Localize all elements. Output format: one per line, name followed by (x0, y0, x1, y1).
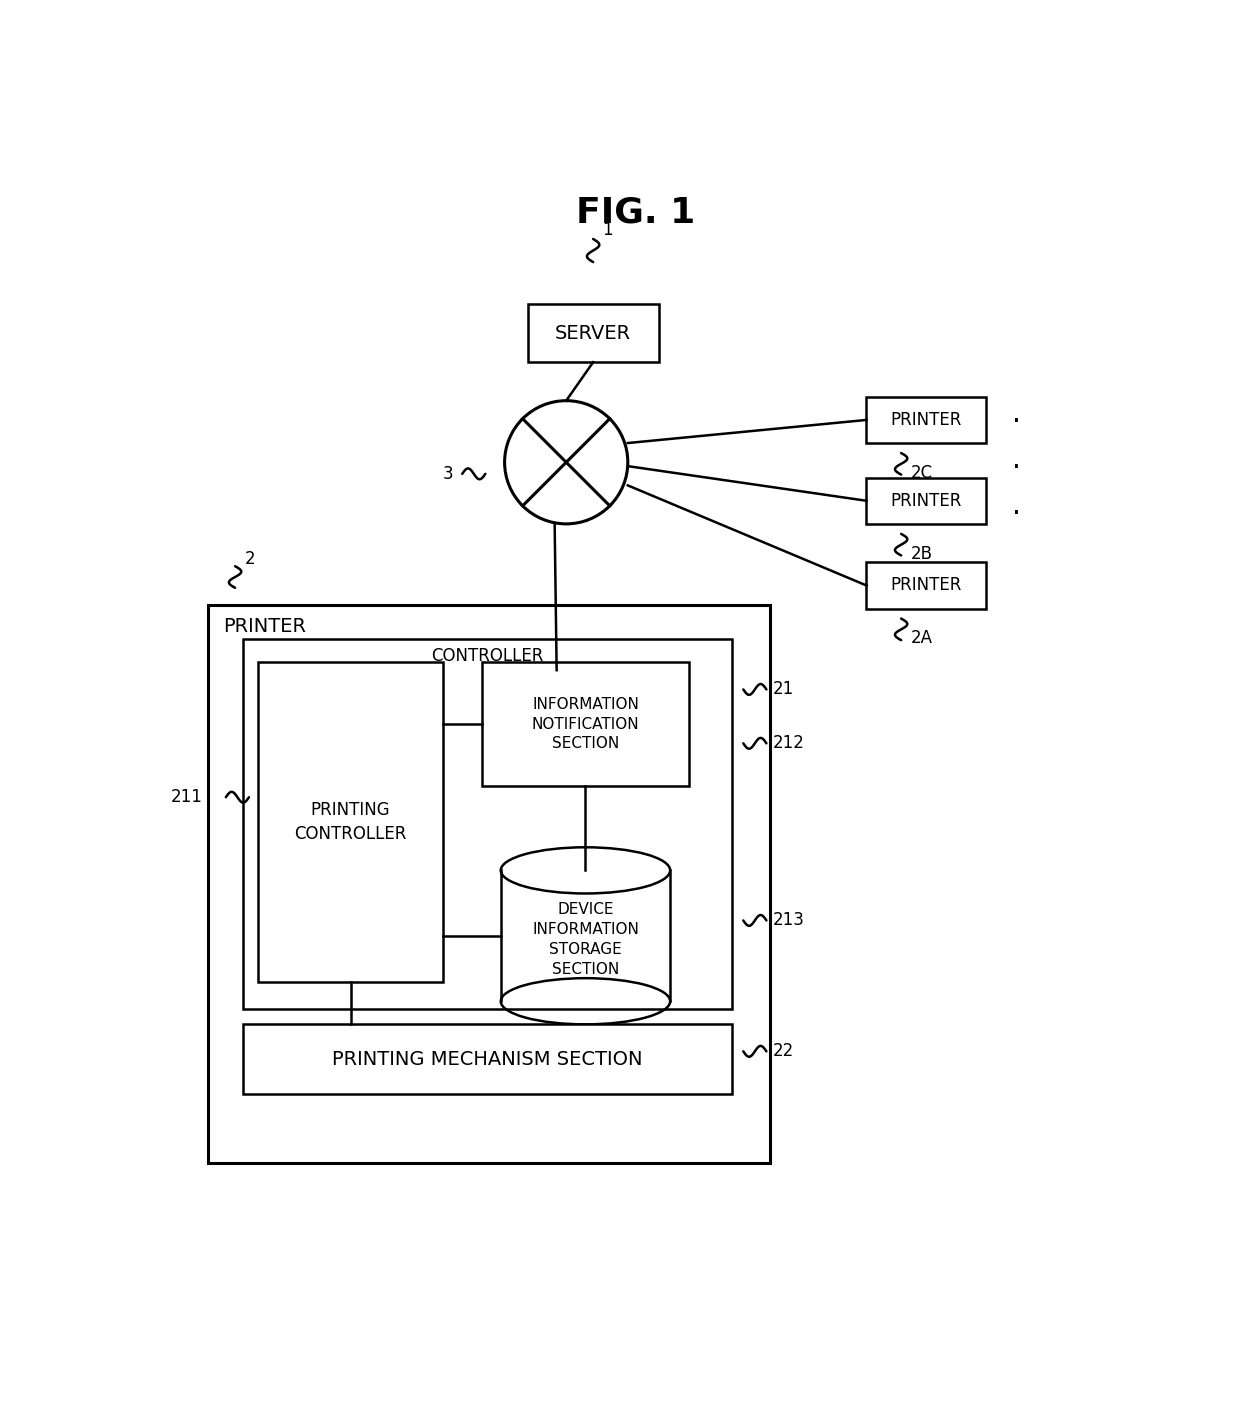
Text: PRINTER: PRINTER (890, 492, 962, 510)
FancyBboxPatch shape (867, 478, 986, 523)
Text: 2B: 2B (910, 544, 932, 563)
FancyBboxPatch shape (243, 1024, 732, 1093)
Text: INFORMATION
NOTIFICATION
SECTION: INFORMATION NOTIFICATION SECTION (532, 697, 640, 751)
FancyBboxPatch shape (867, 397, 986, 443)
Text: 2: 2 (244, 550, 255, 568)
Text: 2C: 2C (910, 464, 932, 482)
FancyBboxPatch shape (528, 304, 658, 362)
FancyBboxPatch shape (243, 639, 732, 1010)
Text: 212: 212 (773, 734, 805, 752)
Text: 3: 3 (443, 465, 453, 482)
Text: PRINTER: PRINTER (890, 577, 962, 594)
Text: 1: 1 (603, 221, 613, 239)
Text: FIG. 1: FIG. 1 (575, 195, 696, 229)
Text: 2A: 2A (910, 629, 932, 648)
Text: 213: 213 (773, 912, 805, 929)
Text: 22: 22 (773, 1042, 794, 1060)
Text: DEVICE
INFORMATION
STORAGE
SECTION: DEVICE INFORMATION STORAGE SECTION (532, 902, 639, 977)
Text: SERVER: SERVER (556, 324, 631, 342)
Text: PRINTER: PRINTER (223, 617, 306, 636)
FancyBboxPatch shape (867, 563, 986, 608)
Text: 211: 211 (171, 788, 203, 806)
Ellipse shape (501, 847, 670, 894)
Text: CONTROLLER: CONTROLLER (432, 648, 543, 666)
FancyBboxPatch shape (208, 605, 770, 1162)
Text: PRINTING MECHANISM SECTION: PRINTING MECHANISM SECTION (332, 1049, 642, 1069)
Text: PRINTER: PRINTER (890, 411, 962, 428)
FancyBboxPatch shape (258, 663, 443, 983)
Text: 21: 21 (773, 680, 794, 699)
FancyBboxPatch shape (481, 663, 689, 786)
Text: PRINTING
CONTROLLER: PRINTING CONTROLLER (294, 802, 407, 843)
Text: ·
·
·: · · · (1012, 409, 1021, 527)
